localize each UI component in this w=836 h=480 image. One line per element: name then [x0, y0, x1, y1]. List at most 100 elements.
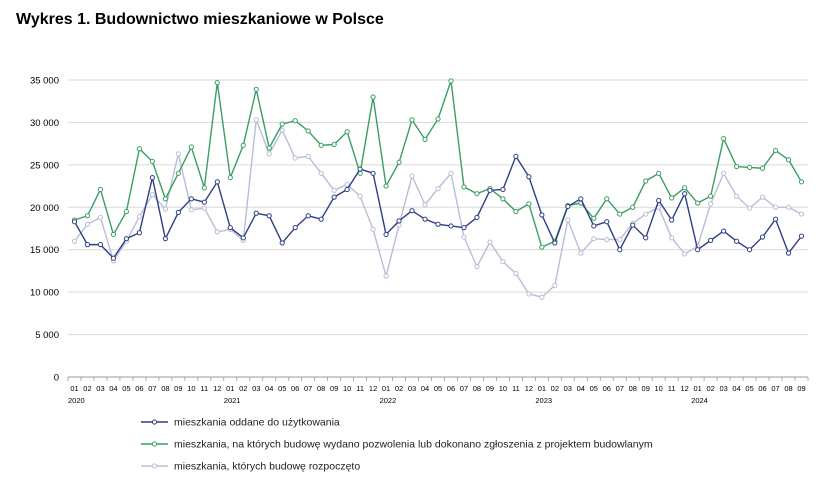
data-point: [84, 213, 91, 219]
x-tick-label: 10: [343, 384, 351, 393]
x-tick-label: 01: [382, 384, 390, 393]
data-point: [513, 208, 519, 215]
data-point: [84, 242, 91, 248]
data-point: [331, 141, 337, 148]
x-tick-label: 08: [161, 384, 169, 393]
x-tick-label: 11: [200, 384, 208, 393]
data-point: [149, 174, 155, 181]
x-tick-label: 08: [473, 384, 481, 393]
data-point: [500, 258, 506, 265]
x-tick-label: 10: [187, 384, 195, 393]
x-tick-label: 04: [732, 384, 740, 393]
data-point: [785, 157, 792, 163]
x-tick-label: 03: [96, 384, 104, 393]
data-point: [97, 242, 104, 248]
data-point: [721, 135, 727, 142]
x-tick-label: 02: [551, 384, 559, 393]
x-tick-label: 02: [83, 384, 91, 393]
data-point: [746, 205, 753, 211]
x-tick-label: 02: [706, 384, 714, 393]
y-tick-label: 35 000: [30, 76, 59, 87]
y-tick-label: 0: [54, 373, 59, 384]
data-point: [552, 282, 558, 288]
x-tick-label: 06: [291, 384, 299, 393]
x-tick-label: 10: [655, 384, 663, 393]
x-tick-label: 03: [252, 384, 260, 393]
x-tick-label: 05: [745, 384, 753, 393]
x-tick-label: 08: [784, 384, 792, 393]
data-point: [279, 240, 285, 246]
data-point: [162, 196, 168, 202]
data-point: [759, 165, 766, 171]
x-tick-label: 09: [486, 384, 494, 393]
x-tick-label: 03: [719, 384, 727, 393]
x-tick-label: 12: [525, 384, 533, 393]
data-point: [643, 178, 649, 184]
data-point: [201, 185, 207, 191]
data-point: [643, 211, 649, 217]
x-tick-label: 04: [265, 384, 273, 393]
data-point: [669, 195, 675, 201]
x-tick-label: 04: [577, 384, 585, 393]
data-point: [370, 226, 376, 232]
data-point: [344, 181, 350, 187]
data-point: [708, 201, 714, 207]
x-tick-label: 06: [447, 384, 455, 393]
x-tick-label: 10: [499, 384, 507, 393]
y-tick-label: 25 000: [30, 160, 59, 171]
data-point: [175, 209, 181, 215]
data-point: [448, 223, 454, 229]
data-point: [318, 170, 324, 176]
data-point: [383, 183, 389, 189]
data-point: [617, 236, 623, 243]
data-point: [526, 174, 532, 180]
data-point: [396, 222, 402, 228]
x-tick-label: 12: [369, 384, 377, 393]
data-point: [318, 216, 324, 222]
data-point: [305, 128, 311, 134]
year-label: 2021: [224, 396, 241, 405]
data-point: [253, 210, 259, 216]
data-point: [201, 199, 207, 205]
data-point: [500, 196, 506, 202]
x-tick-label: 05: [278, 384, 286, 393]
data-point: [759, 194, 766, 200]
data-point: [266, 145, 272, 151]
x-tick-label: 06: [758, 384, 766, 393]
data-point: [110, 255, 117, 261]
data-point: [253, 117, 259, 123]
data-point: [305, 213, 311, 219]
x-tick-label: 07: [148, 384, 156, 393]
data-point: [253, 86, 259, 92]
chart-title: Wykres 1. Budownictwo mieszkaniowe w Pol…: [16, 11, 384, 28]
legend-marker: [151, 441, 158, 447]
data-point: [721, 170, 727, 176]
data-point: [785, 250, 792, 256]
data-point: [461, 225, 467, 231]
data-point: [240, 142, 246, 148]
legend-label: mieszkania, których budowę rozpoczęto: [174, 461, 360, 473]
data-point: [656, 197, 662, 204]
x-tick-label: 03: [564, 384, 572, 393]
data-point: [669, 235, 675, 241]
x-tick-label: 07: [771, 384, 779, 393]
data-point: [331, 194, 337, 200]
x-tick-label: 07: [460, 384, 468, 393]
data-point: [201, 205, 207, 211]
data-point: [266, 151, 272, 157]
legend-label: mieszkania oddane do użytkowania: [174, 417, 340, 429]
data-point: [487, 239, 493, 245]
data-point: [798, 211, 805, 217]
data-point: [772, 204, 779, 210]
x-tick-label: 01: [226, 384, 234, 393]
legend-label: mieszkania, na których budowę wydano poz…: [174, 439, 653, 451]
data-point: [331, 187, 337, 193]
data-point: [591, 236, 597, 242]
data-point: [136, 214, 143, 220]
data-point: [500, 186, 506, 193]
data-point: [279, 127, 285, 133]
x-tick-label: 07: [616, 384, 624, 393]
data-point: [227, 174, 233, 181]
y-tick-label: 5 000: [35, 330, 59, 341]
